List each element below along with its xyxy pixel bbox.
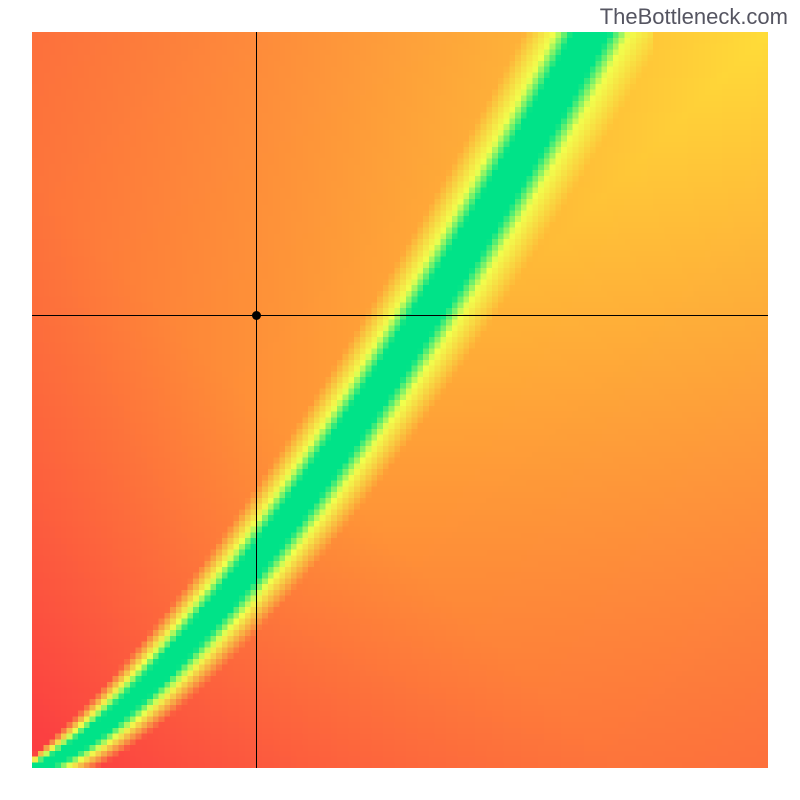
heatmap-canvas <box>32 32 768 768</box>
watermark-text: TheBottleneck.com <box>600 4 788 30</box>
crosshair-vertical <box>256 32 257 768</box>
marker-dot <box>252 311 261 320</box>
chart-container: TheBottleneck.com <box>0 0 800 800</box>
crosshair-horizontal <box>32 315 768 316</box>
